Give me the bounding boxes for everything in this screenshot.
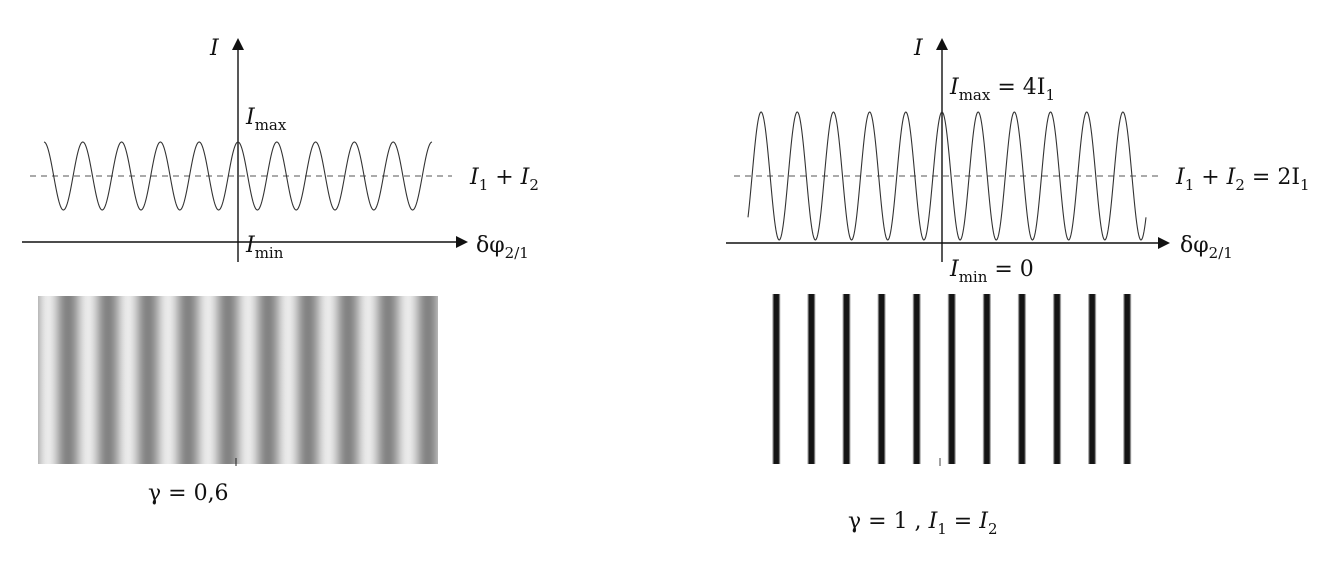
intensity-curve-left: [43, 141, 433, 211]
fringe-pattern-left: [38, 296, 438, 464]
y-axis-label-right: I: [913, 36, 924, 61]
imin-label-left: Imin: [245, 233, 284, 262]
mean-label-right: I1 + I2 = 2I1: [1175, 165, 1310, 194]
gamma-caption-left: γ = 0,6: [148, 481, 229, 506]
intensity-curve-right: [747, 111, 1147, 241]
imin-label-right: Imin = 0: [949, 257, 1034, 286]
mean-label-left: I1 + I2: [469, 165, 539, 194]
panel-right: I Imax = 4I1 Imin = 0 I1 + I2 = 2I1 δφ2/…: [726, 36, 1310, 538]
gamma-caption-right: γ = 1 , I1 = I2: [848, 509, 997, 538]
x-axis-label-left: δφ2/1: [476, 233, 529, 262]
fringe-pattern-right: [750, 294, 1136, 464]
imax-label-left: Imax: [245, 105, 287, 134]
y-axis-label-left: I: [209, 36, 220, 61]
panel-left: I Imax Imin I1 + I2 δφ2/1 γ = 0,6: [22, 36, 539, 506]
imax-label-right: Imax = 4I1: [949, 75, 1055, 104]
x-axis-label-right: δφ2/1: [1180, 233, 1233, 262]
